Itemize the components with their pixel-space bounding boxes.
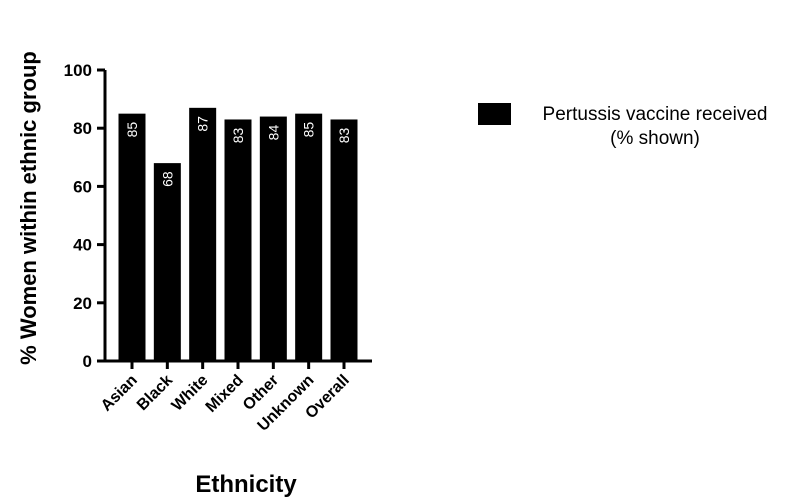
- x-tick-label-asian: Asian: [98, 372, 141, 415]
- y-axis-title: % Women within ethnic group: [16, 51, 41, 365]
- bars-group: 85 68 87 83 84 85 83: [118, 107, 358, 362]
- legend-label: Pertussis vaccine received (% shown): [520, 103, 790, 151]
- bar-asian: [118, 113, 146, 362]
- x-tick-label-mixed: Mixed: [203, 372, 247, 416]
- bar-white: [189, 107, 217, 361]
- x-tick-label-white: White: [169, 372, 212, 415]
- x-tick-label-black: Black: [134, 372, 176, 414]
- data-label-overall: 83: [336, 127, 352, 143]
- legend-swatch: [478, 103, 511, 125]
- bar-mixed: [224, 119, 252, 361]
- legend-label-line1: Pertussis vaccine received: [542, 104, 768, 125]
- data-label-asian: 85: [124, 122, 140, 138]
- legend-label-line2: (% shown): [610, 128, 700, 149]
- data-label-unknown: 85: [301, 122, 317, 138]
- data-label-white: 87: [195, 116, 211, 132]
- y-axis: 0 20 40 60 80 100: [64, 61, 107, 371]
- bar-unknown: [295, 113, 323, 362]
- y-tick-label: 60: [73, 177, 92, 196]
- data-label-mixed: 83: [230, 127, 246, 143]
- bar-black: [153, 163, 181, 361]
- data-label-black: 68: [159, 171, 175, 187]
- y-tick-label: 0: [83, 352, 92, 371]
- data-label-other: 84: [265, 125, 281, 141]
- x-axis-title: Ethnicity: [195, 471, 297, 498]
- y-tick-label: 40: [73, 236, 92, 255]
- y-tick-label: 20: [73, 294, 92, 313]
- y-tick-label: 100: [64, 61, 92, 80]
- y-tick-label: 80: [73, 119, 92, 138]
- bar-other: [259, 116, 287, 361]
- bar-overall: [330, 119, 358, 361]
